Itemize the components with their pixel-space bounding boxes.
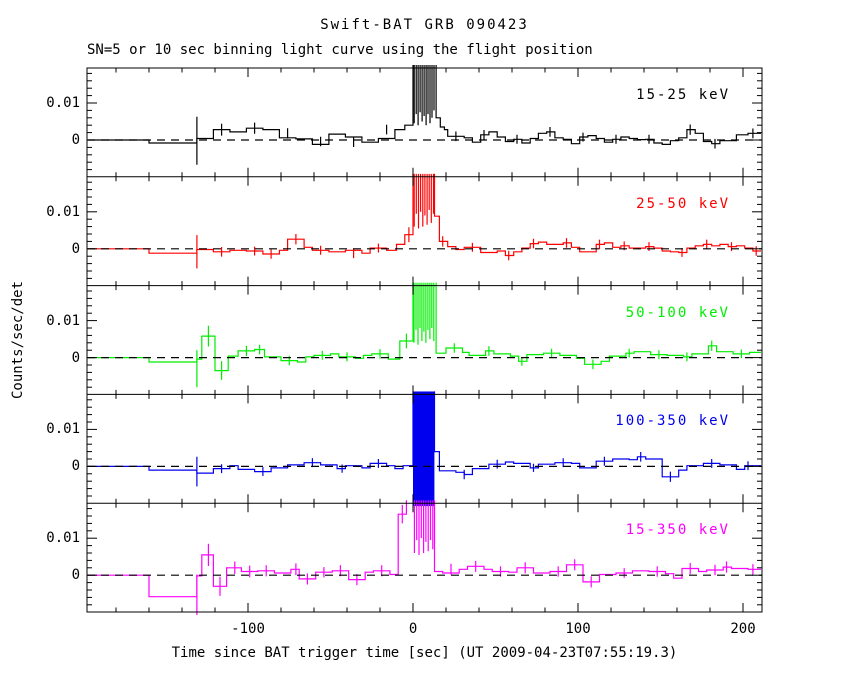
panel-3-burst-block — [413, 391, 435, 507]
panel-4-curve — [88, 500, 761, 598]
y-axis-label: Counts/sec/det — [10, 280, 26, 400]
y-tick-label-0: 0 — [71, 132, 80, 148]
panel-1-data — [88, 173, 761, 269]
panel-0-data — [88, 65, 761, 165]
chart-title: Swift-BAT GRB 090423 — [320, 17, 529, 33]
band-label-50-100-keV: 50-100 keV — [625, 304, 730, 321]
y-tick-label-0: 0 — [71, 567, 80, 584]
chart-subtitle: SN=5 or 10 sec binning light curve using… — [87, 42, 593, 58]
x-tick-label-200: 200 — [730, 621, 756, 637]
x-tick-label-0: 0 — [408, 621, 418, 637]
panel-0-curve — [88, 65, 761, 145]
y-tick-label-0p01: 0.01 — [46, 530, 80, 547]
panel-2-data — [88, 282, 761, 388]
band-label-25-50-keV: 25-50 keV — [636, 195, 730, 212]
y-tick-label-0p01: 0.01 — [46, 95, 80, 111]
y-tick-label-0: 0 — [71, 458, 80, 475]
y-tick-label-0: 0 — [71, 349, 80, 366]
x-tick-label-100: 100 — [565, 621, 591, 637]
axes-frame — [86, 67, 763, 613]
y-tick-label-0p01: 0.01 — [46, 203, 80, 220]
panel-4-data — [88, 500, 761, 616]
panel-3-data — [88, 391, 761, 507]
y-tick-label-0p01: 0.01 — [46, 312, 80, 329]
band-label-15-350-keV: 15-350 keV — [625, 522, 730, 539]
y-tick-label-0: 0 — [71, 240, 80, 257]
band-label-100-350-keV: 100-350 keV — [615, 413, 730, 430]
x-tick-label--100: -100 — [231, 621, 265, 637]
y-tick-label-0p01: 0.01 — [46, 421, 80, 438]
x-axis-label: Time since BAT trigger time [sec] (UT 20… — [171, 645, 678, 661]
band-label-15-25-keV: 15-25 keV — [636, 87, 730, 103]
panel-1-curve — [88, 173, 761, 257]
